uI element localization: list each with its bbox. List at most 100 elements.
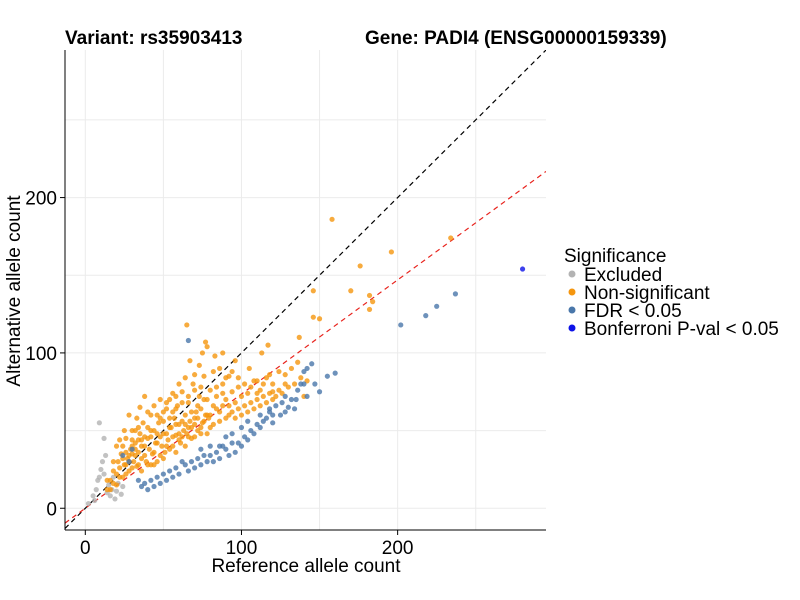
point-fdr: [201, 452, 207, 459]
point-nonsig: [140, 420, 146, 426]
point-nonsig: [248, 384, 254, 390]
legend-label-bonf: Bonferroni P-val < 0.05: [584, 319, 779, 340]
point-nonsig: [246, 365, 252, 372]
point-nonsig: [213, 406, 220, 412]
point-nonsig: [167, 424, 173, 431]
point-nonsig: [126, 412, 132, 418]
point-fdr: [145, 487, 151, 493]
x-tick-label: 200: [382, 538, 414, 559]
point-fdr: [288, 396, 295, 403]
point-nonsig: [235, 375, 241, 381]
point-nonsig: [170, 434, 176, 440]
point-fdr: [324, 373, 330, 379]
point-nonsig: [163, 443, 170, 449]
point-nonsig: [235, 384, 241, 390]
point-fdr: [173, 465, 179, 471]
legend-marker-fdr: [568, 306, 576, 314]
point-excluded: [112, 496, 118, 502]
point-nonsig: [217, 365, 223, 372]
point-nonsig: [207, 424, 213, 431]
point-nonsig: [238, 393, 245, 400]
point-nonsig: [220, 350, 226, 356]
point-nonsig: [217, 418, 223, 424]
point-nonsig: [223, 396, 229, 403]
point-fdr: [434, 303, 440, 309]
point-nonsig: [448, 235, 454, 241]
point-nonsig: [187, 358, 193, 364]
point-fdr: [309, 361, 315, 367]
point-fdr: [135, 477, 141, 483]
point-nonsig: [388, 249, 394, 255]
point-fdr: [312, 381, 318, 387]
point-nonsig: [213, 384, 220, 390]
point-fdr: [167, 468, 173, 474]
point-nonsig: [179, 400, 185, 406]
point-nonsig: [135, 437, 141, 443]
point-excluded: [106, 482, 112, 488]
point-nonsig: [121, 427, 127, 434]
point-excluded: [85, 500, 92, 507]
point-nonsig: [110, 459, 117, 465]
point-nonsig: [295, 359, 301, 365]
point-nonsig: [201, 418, 207, 424]
point-nonsig: [151, 449, 157, 455]
point-nonsig: [117, 437, 123, 443]
point-nonsig: [199, 350, 206, 356]
point-nonsig: [370, 299, 376, 305]
point-fdr: [398, 322, 404, 328]
point-nonsig: [192, 387, 198, 393]
point-excluded: [98, 466, 104, 473]
point-fdr: [235, 440, 241, 446]
point-nonsig: [265, 342, 271, 348]
point-nonsig: [235, 406, 241, 412]
point-nonsig: [185, 400, 191, 406]
point-nonsig: [270, 381, 276, 387]
point-excluded: [118, 491, 124, 497]
point-excluded: [96, 420, 102, 426]
point-excluded: [113, 488, 120, 494]
point-nonsig: [120, 443, 126, 449]
point-nonsig: [195, 415, 201, 421]
point-nonsig: [254, 396, 260, 403]
point-fdr: [185, 468, 191, 474]
point-nonsig: [137, 431, 143, 437]
point-nonsig: [223, 375, 229, 381]
point-nonsig: [138, 443, 145, 449]
point-nonsig: [220, 390, 226, 396]
point-nonsig: [348, 288, 354, 294]
point-fdr: [229, 431, 235, 437]
point-fdr: [238, 424, 245, 431]
point-nonsig: [198, 431, 204, 437]
point-nonsig: [204, 431, 210, 437]
point-nonsig: [196, 393, 202, 400]
point-nonsig: [185, 434, 191, 440]
point-nonsig: [316, 316, 323, 322]
y-axis-title: Alternative allele count: [4, 195, 25, 387]
point-nonsig: [310, 288, 316, 294]
point-nonsig: [198, 424, 204, 431]
point-nonsig: [366, 306, 373, 313]
point-fdr: [223, 434, 229, 440]
point-fdr: [241, 434, 248, 440]
point-nonsig: [117, 465, 123, 471]
point-nonsig: [229, 389, 235, 395]
point-fdr: [282, 409, 288, 415]
point-nonsig: [132, 452, 138, 459]
point-fdr: [176, 471, 182, 477]
point-fdr: [207, 452, 213, 459]
point-fdr: [232, 449, 238, 455]
point-nonsig: [115, 459, 121, 465]
point-fdr: [213, 449, 220, 455]
point-nonsig: [159, 443, 165, 449]
point-nonsig: [260, 393, 266, 400]
point-nonsig: [110, 480, 117, 486]
chart-title-gene: Gene: PADI4 (ENSG00000159339): [365, 28, 667, 49]
legend-marker-nonsig: [568, 288, 576, 296]
point-nonsig: [273, 393, 279, 400]
point-nonsig: [151, 403, 157, 409]
point-nonsig: [129, 465, 135, 471]
point-nonsig: [232, 415, 238, 421]
point-fdr: [198, 446, 204, 452]
point-nonsig: [251, 378, 257, 384]
